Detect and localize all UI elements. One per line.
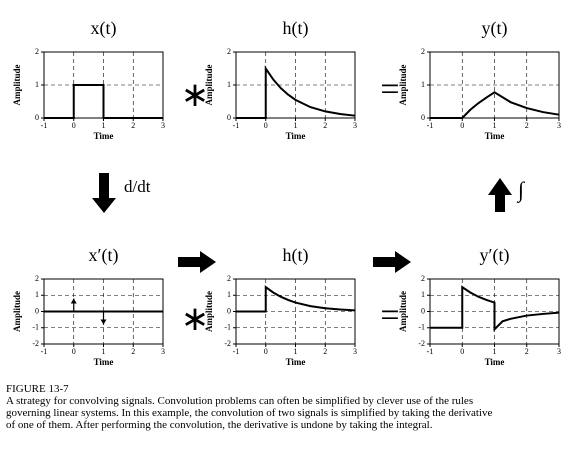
derivative-label: d/dt: [124, 177, 151, 196]
y-tick-label: 1: [227, 290, 231, 299]
y-tick-label: -1: [32, 323, 39, 332]
x-axis-label: Time: [286, 131, 306, 141]
y-tick-label: -2: [32, 339, 39, 348]
x-tick-label: 2: [323, 121, 327, 130]
y-tick-label: -1: [418, 323, 425, 332]
y-tick-label: 2: [421, 274, 425, 283]
x-tick-label: -1: [427, 121, 434, 130]
caption-line: governing linear systems. In this exampl…: [6, 407, 492, 419]
x-axis-label: Time: [485, 357, 505, 367]
x-tick-label: -1: [233, 347, 240, 356]
y-axis-label: Amplitude: [398, 291, 408, 332]
y-axis-label: Amplitude: [12, 64, 22, 105]
y-tick-label: 0: [35, 113, 39, 122]
chart-title: h(t): [283, 245, 309, 266]
x-tick-label: 3: [557, 347, 561, 356]
y-tick-label: 0: [421, 113, 425, 122]
x-tick-label: 3: [353, 347, 357, 356]
caption-label: FIGURE 13-7: [6, 383, 69, 395]
y-tick-label: 2: [35, 47, 39, 56]
chart-title: x(t): [91, 18, 117, 39]
chart-title: h(t): [283, 18, 309, 39]
x-tick-label: 2: [131, 347, 135, 356]
y-tick-label: -1: [224, 323, 231, 332]
x-axis-label: Time: [286, 357, 306, 367]
y-axis-label: Amplitude: [204, 291, 214, 332]
x-tick-label: 1: [294, 121, 298, 130]
x-tick-label: 1: [493, 347, 497, 356]
x-tick-label: 2: [323, 347, 327, 356]
y-tick-label: 2: [227, 47, 231, 56]
x-tick-label: 1: [493, 121, 497, 130]
x-tick-label: 2: [525, 121, 529, 130]
x-tick-label: 0: [460, 347, 464, 356]
y-tick-label: 1: [35, 290, 39, 299]
chart-title: y′(t): [480, 245, 510, 266]
y-axis-label: Amplitude: [12, 291, 22, 332]
signal-line: [430, 91, 560, 119]
y-tick-label: 0: [227, 113, 231, 122]
x-tick-label: 1: [294, 347, 298, 356]
integral-label: ∫: [516, 177, 526, 203]
x-tick-label: 3: [161, 347, 165, 356]
y-tick-label: -2: [224, 339, 231, 348]
x-tick-label: 3: [161, 121, 165, 130]
x-axis-label: Time: [485, 131, 505, 141]
signal-line: [236, 285, 356, 313]
x-tick-label: 2: [525, 347, 529, 356]
impulse: [70, 298, 77, 312]
x-tick-label: 1: [102, 121, 106, 130]
y-tick-label: -2: [418, 339, 425, 348]
chart-title: y(t): [482, 18, 508, 39]
convolve-operator: ∗: [181, 301, 210, 338]
x-tick-label: 3: [557, 121, 561, 130]
x-tick-label: 0: [72, 121, 76, 130]
x-tick-label: 0: [264, 121, 268, 130]
plot-frame: [429, 51, 560, 119]
x-tick-label: 0: [72, 347, 76, 356]
x-tick-label: 0: [460, 121, 464, 130]
y-axis-label: Amplitude: [398, 64, 408, 105]
y-tick-label: 0: [35, 306, 39, 315]
x-tick-label: -1: [427, 347, 434, 356]
x-tick-label: 1: [102, 347, 106, 356]
equals-operator: =: [380, 297, 399, 334]
caption-line: of one of them. After performing the con…: [6, 419, 433, 431]
y-tick-label: 2: [421, 47, 425, 56]
convolve-operator: ∗: [181, 77, 210, 114]
x-tick-label: -1: [41, 347, 48, 356]
y-tick-label: 1: [421, 80, 425, 89]
x-tick-label: -1: [233, 121, 240, 130]
x-axis-label: Time: [94, 357, 114, 367]
y-tick-label: 1: [35, 80, 39, 89]
plot-frame: [235, 51, 356, 119]
x-tick-label: 3: [353, 121, 357, 130]
signal-line: [44, 84, 163, 119]
equals-operator: =: [380, 71, 399, 108]
x-tick-label: -1: [41, 121, 48, 130]
arrows: [92, 173, 512, 273]
x-tick-label: 0: [264, 347, 268, 356]
impulse: [100, 311, 107, 325]
chart-title: x′(t): [89, 245, 119, 266]
x-tick-label: 2: [131, 121, 135, 130]
signal-line: [236, 65, 356, 119]
y-tick-label: 0: [227, 306, 231, 315]
y-tick-label: 1: [227, 80, 231, 89]
x-axis-label: Time: [94, 131, 114, 141]
y-axis-label: Amplitude: [204, 64, 214, 105]
y-tick-label: 2: [35, 274, 39, 283]
plot-frame: [429, 278, 560, 345]
y-tick-label: 1: [421, 290, 425, 299]
y-tick-label: 0: [421, 306, 425, 315]
signal-line: [430, 285, 560, 332]
caption-line: A strategy for convolving signals. Convo…: [6, 395, 473, 407]
y-tick-label: 2: [227, 274, 231, 283]
